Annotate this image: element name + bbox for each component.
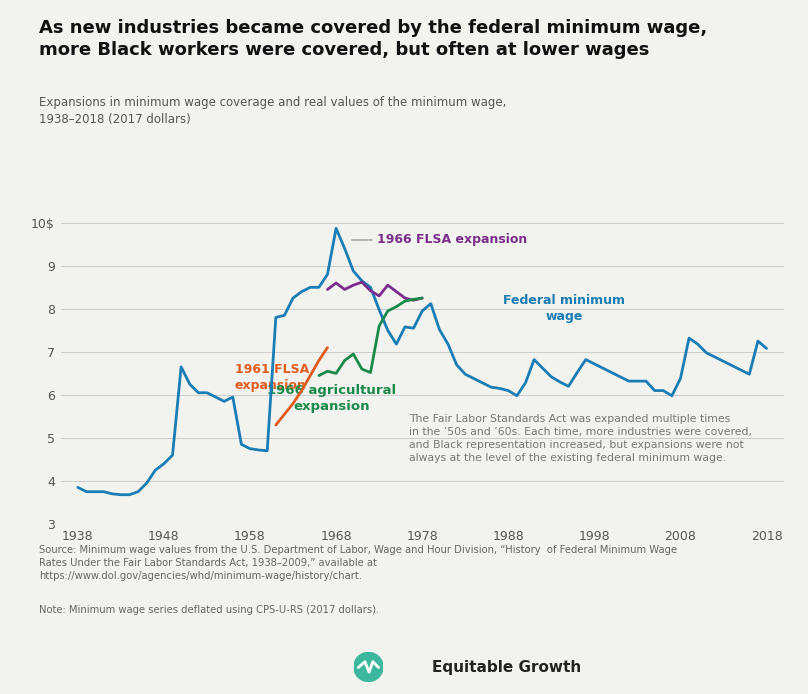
Text: Federal minimum
wage: Federal minimum wage — [503, 294, 625, 323]
Text: Expansions in minimum wage coverage and real values of the minimum wage,
1938–20: Expansions in minimum wage coverage and … — [39, 96, 506, 126]
Circle shape — [354, 652, 383, 682]
Text: 1966 FLSA expansion: 1966 FLSA expansion — [377, 233, 528, 246]
Text: 1966 agricultural
expansion: 1966 agricultural expansion — [267, 384, 397, 413]
Text: Source: Minimum wage values from the U.S. Department of Labor, Wage and Hour Div: Source: Minimum wage values from the U.S… — [39, 545, 677, 581]
Text: The Fair Labor Standards Act was expanded multiple times
in the ’50s and ’60s. E: The Fair Labor Standards Act was expande… — [410, 414, 752, 463]
Text: 1961 FLSA
expansion: 1961 FLSA expansion — [234, 362, 309, 391]
Text: As new industries became covered by the federal minimum wage,
more Black workers: As new industries became covered by the … — [39, 19, 707, 59]
Text: Note: Minimum wage series deflated using CPS-U-RS (2017 dollars).: Note: Minimum wage series deflated using… — [39, 605, 379, 615]
Text: Equitable Growth: Equitable Growth — [432, 660, 582, 675]
